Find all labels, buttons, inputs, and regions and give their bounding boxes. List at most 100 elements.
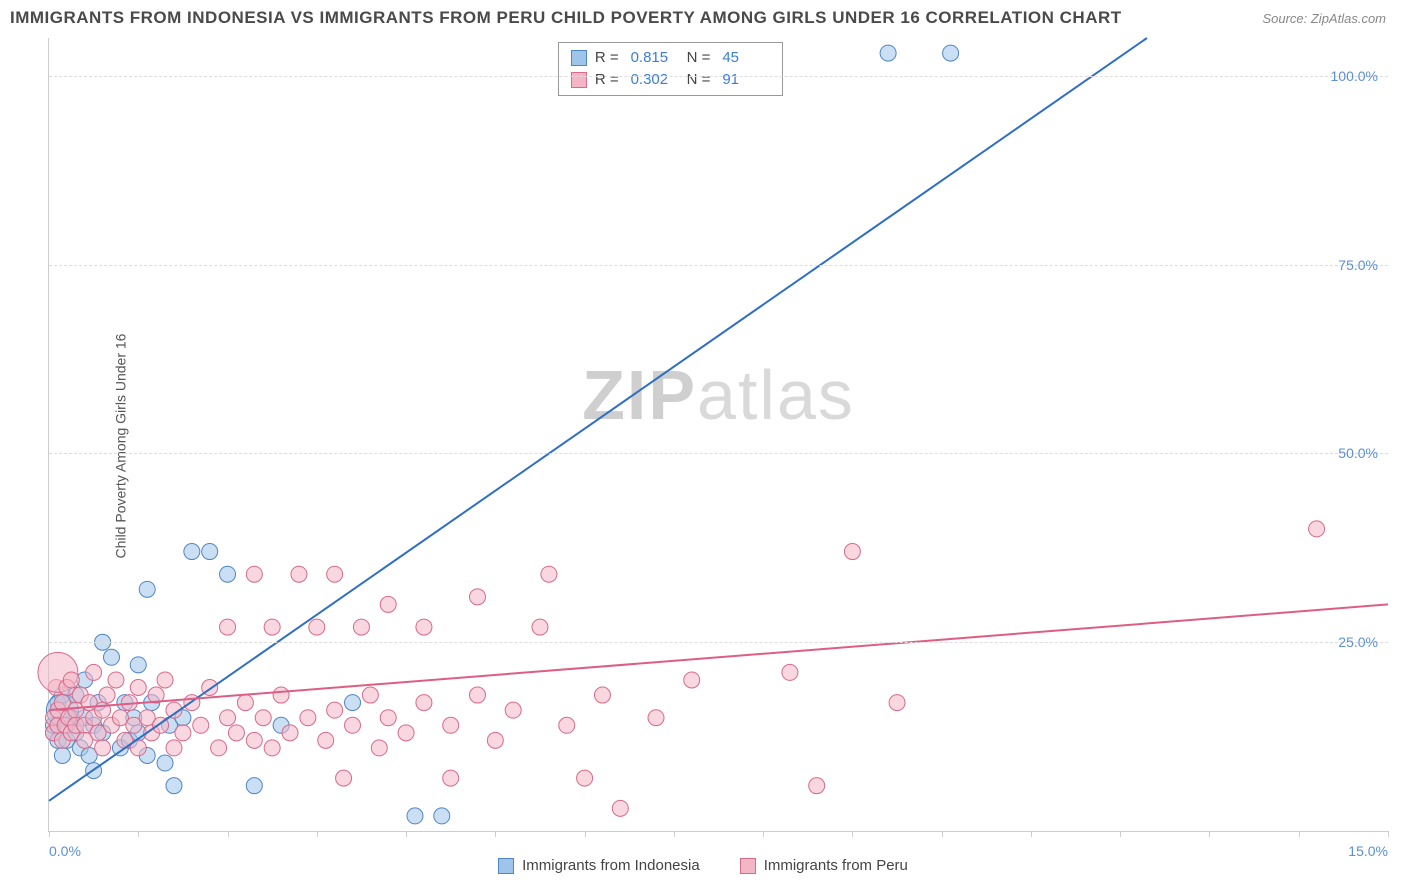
data-point [157, 672, 173, 688]
data-point [371, 740, 387, 756]
data-point [889, 695, 905, 711]
data-point [532, 619, 548, 635]
data-point [246, 778, 262, 794]
legend-r-value: 0.815 [631, 47, 679, 69]
legend-swatch [498, 858, 514, 874]
x-tick [674, 831, 675, 837]
data-point [684, 672, 700, 688]
data-point [407, 808, 423, 824]
y-tick-label: 25.0% [1338, 634, 1378, 650]
x-tick [942, 831, 943, 837]
data-point [345, 695, 361, 711]
data-point [108, 672, 124, 688]
x-tick [1031, 831, 1032, 837]
data-point [273, 687, 289, 703]
source-label: Source: ZipAtlas.com [1262, 11, 1386, 26]
data-point [220, 619, 236, 635]
data-point [318, 732, 334, 748]
y-tick-label: 50.0% [1338, 445, 1378, 461]
data-point [237, 695, 253, 711]
legend-n-label: N = [687, 47, 711, 69]
data-point [228, 725, 244, 741]
data-point [193, 717, 209, 733]
data-point [54, 747, 70, 763]
x-tick [763, 831, 764, 837]
data-point [63, 672, 79, 688]
data-point [416, 619, 432, 635]
legend-row: R =0.815N =45 [571, 47, 771, 69]
data-point [291, 566, 307, 582]
data-point [443, 770, 459, 786]
gridline [49, 76, 1388, 77]
data-point [353, 619, 369, 635]
header: IMMIGRANTS FROM INDONESIA VS IMMIGRANTS … [0, 0, 1406, 34]
data-point [202, 544, 218, 560]
trend-line [49, 604, 1388, 710]
gridline [49, 453, 1388, 454]
gridline [49, 265, 1388, 266]
x-tick [406, 831, 407, 837]
data-point [469, 687, 485, 703]
x-tick [852, 831, 853, 837]
x-tick [1388, 831, 1389, 837]
y-tick-label: 100.0% [1331, 68, 1378, 84]
legend-n-label: N = [687, 69, 711, 91]
data-point [809, 778, 825, 794]
data-point [648, 710, 664, 726]
legend-swatch [571, 50, 587, 66]
data-point [559, 717, 575, 733]
legend-swatch [571, 72, 587, 88]
data-point [487, 732, 503, 748]
data-point [443, 717, 459, 733]
data-point [541, 566, 557, 582]
data-point [184, 544, 200, 560]
data-point [211, 740, 227, 756]
data-point [255, 710, 271, 726]
data-point [345, 717, 361, 733]
data-point [264, 740, 280, 756]
data-point [130, 657, 146, 673]
data-point [166, 778, 182, 794]
series-legend: Immigrants from Indonesia Immigrants from… [0, 857, 1406, 874]
data-point [362, 687, 378, 703]
data-point [416, 695, 432, 711]
legend-item: Immigrants from Peru [740, 857, 908, 874]
data-point [95, 740, 111, 756]
x-tick [1120, 831, 1121, 837]
data-point [166, 740, 182, 756]
data-point [380, 596, 396, 612]
trend-line [49, 38, 1147, 801]
y-tick-label: 75.0% [1338, 257, 1378, 273]
data-point [943, 45, 959, 61]
legend-label: Immigrants from Peru [764, 857, 908, 874]
data-point [103, 649, 119, 665]
data-point [327, 702, 343, 718]
correlation-legend: R =0.815N =45R =0.302N =91 [558, 42, 784, 96]
data-point [398, 725, 414, 741]
data-point [782, 664, 798, 680]
data-point [505, 702, 521, 718]
legend-n-value: 91 [722, 69, 770, 91]
chart-plot-area: ZIPatlas R =0.815N =45R =0.302N =91 25.0… [48, 38, 1388, 832]
x-tick [49, 831, 50, 837]
data-point [336, 770, 352, 786]
x-tick [1299, 831, 1300, 837]
data-point [880, 45, 896, 61]
data-point [282, 725, 298, 741]
x-tick [495, 831, 496, 837]
data-point [175, 725, 191, 741]
data-point [264, 619, 280, 635]
legend-row: R =0.302N =91 [571, 69, 771, 91]
x-tick [585, 831, 586, 837]
x-tick [317, 831, 318, 837]
data-point [130, 680, 146, 696]
chart-title: IMMIGRANTS FROM INDONESIA VS IMMIGRANTS … [10, 8, 1122, 28]
legend-item: Immigrants from Indonesia [498, 857, 700, 874]
data-point [844, 544, 860, 560]
data-point [220, 710, 236, 726]
x-tick [1209, 831, 1210, 837]
x-tick [228, 831, 229, 837]
legend-r-value: 0.302 [631, 69, 679, 91]
data-point [434, 808, 450, 824]
legend-r-label: R = [595, 47, 619, 69]
